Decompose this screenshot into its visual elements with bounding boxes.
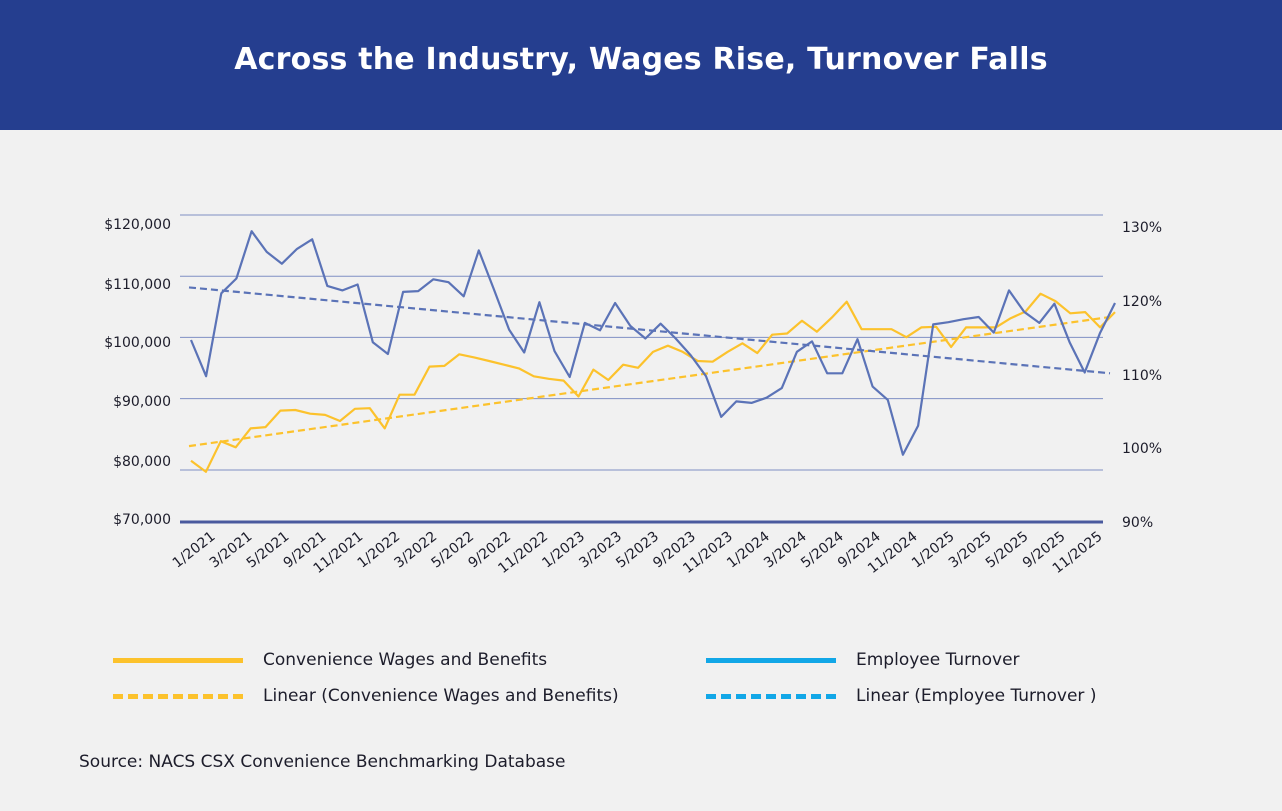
y-right-tick-label: 120% — [1122, 294, 1162, 310]
legend-swatch-turnover — [706, 657, 836, 663]
series-line-wages — [190, 292, 1116, 473]
series-line-turnover — [189, 230, 1116, 456]
legend-item-wages-linear: Linear (Convenience Wages and Benefits) — [113, 686, 619, 706]
source-note: Source: NACS CSX Convenience Benchmarkin… — [79, 752, 566, 772]
y-axis-right: 130% 120% 110% 100% 90% — [1122, 220, 1162, 531]
y-right-tick-label: 90% — [1122, 515, 1153, 531]
y-right-tick-label: 130% — [1122, 220, 1162, 236]
legend-item-turnover-linear: Linear (Employee Turnover ) — [706, 686, 1096, 706]
legend-label-wages: Convenience Wages and Benefits — [263, 650, 548, 670]
line-chart: $120,000 $110,000 $100,000 $90,000 $80,000 $7… — [104, 214, 1162, 577]
y-left-tick-label: $70,000 — [113, 512, 171, 528]
title-banner: Across the Industry, Wages Rise, Turnove… — [0, 0, 1282, 130]
y-right-tick-label: 110% — [1122, 368, 1162, 384]
legend-swatch-wages — [113, 657, 243, 663]
y-left-tick-label: $80,000 — [113, 454, 171, 470]
legend-item-turnover: Employee Turnover — [706, 650, 1020, 670]
legend-label-turnover-linear: Linear (Employee Turnover ) — [856, 686, 1097, 706]
legend-swatch-turnover-linear — [706, 693, 836, 699]
y-left-tick-label: $110,000 — [104, 277, 171, 293]
legend-label-wages-linear: Linear (Convenience Wages and Benefits) — [263, 686, 619, 706]
legend-label-turnover: Employee Turnover — [856, 650, 1020, 670]
y-left-tick-label: $120,000 — [104, 217, 171, 233]
trendline-turnover — [188, 286, 1111, 375]
x-axis: 1/20213/20215/20219/202111/20211/20223/2… — [170, 528, 1106, 576]
trendline-wages — [188, 315, 1111, 448]
y-right-tick-label: 100% — [1122, 441, 1162, 457]
y-axis-left: $120,000 $110,000 $100,000 $90,000 $80,000 $7… — [104, 217, 171, 528]
chart-title: Across the Industry, Wages Rise, Turnove… — [234, 41, 1048, 77]
legend-item-wages: Convenience Wages and Benefits — [113, 650, 547, 670]
legend-swatch-wages-linear — [113, 693, 243, 699]
trendlines — [188, 286, 1111, 448]
y-left-tick-label: $90,000 — [113, 394, 171, 410]
y-left-tick-label: $100,000 — [104, 335, 171, 351]
series-lines — [189, 230, 1116, 473]
grid-lines — [180, 214, 1103, 524]
